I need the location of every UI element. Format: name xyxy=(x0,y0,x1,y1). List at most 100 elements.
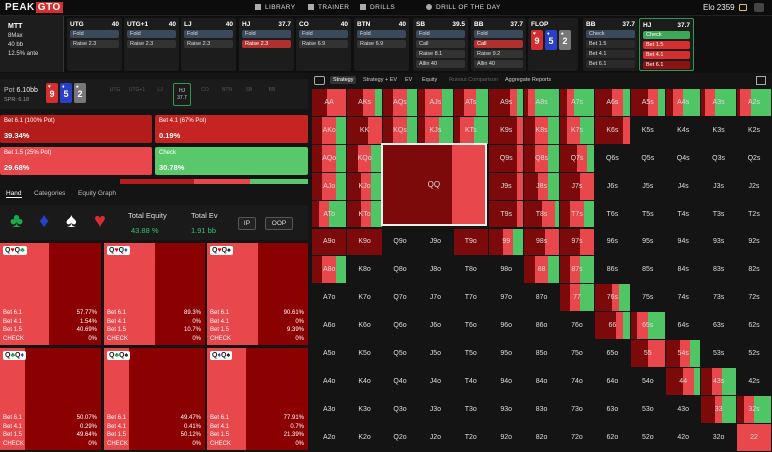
action-option[interactable]: Raise 2.3 xyxy=(242,40,291,48)
action-option[interactable]: Call xyxy=(416,40,465,48)
matrix-cell-q4o[interactable]: Q4o xyxy=(382,368,418,395)
matrix-cell-66[interactable]: 66 xyxy=(595,312,630,340)
matrix-cell-t3o[interactable]: T3o xyxy=(453,395,488,423)
matrix-cell-63o[interactable]: 63o xyxy=(595,395,630,423)
matrix-cell-32s[interactable]: 32s xyxy=(736,395,772,423)
matrix-cell-t4o[interactable]: T4o xyxy=(453,368,488,395)
matrix-cell-a2o[interactable]: A2o xyxy=(312,423,347,451)
matrix-cell-73s[interactable]: 73s xyxy=(701,284,736,312)
matrix-cell-kqo[interactable]: KQo xyxy=(347,144,382,172)
matrix-cell-55[interactable]: 55 xyxy=(630,340,665,367)
tab-ev[interactable]: EV xyxy=(405,77,413,83)
matrix-cell-aks[interactable]: AKs xyxy=(347,89,382,116)
matrix-cell-52o[interactable]: 52o xyxy=(630,423,665,451)
player-tag-sb[interactable]: SB xyxy=(245,87,253,93)
matrix-cell-64s[interactable]: 64s xyxy=(666,312,701,340)
combo-card[interactable]: Q♥Q♣ Bet 6.1 57.77% Bet 4.1 1.54% Bet 1.5 40.6… xyxy=(0,243,101,345)
matrix-cell-a4o[interactable]: A4o xyxy=(312,368,347,395)
action-option[interactable]: Fold xyxy=(474,30,523,38)
matrix-cell-ako[interactable]: AKo xyxy=(312,116,347,144)
matrix-cell-t2s[interactable]: T2s xyxy=(736,200,772,228)
matrix-cell-85s[interactable]: 85s xyxy=(630,256,665,284)
matrix-cell-j9s[interactable]: J9s xyxy=(489,172,524,200)
matrix-cell-73o[interactable]: 73o xyxy=(559,395,595,423)
action-bet-1-5[interactable]: Bet 1.5 (25% Pot) 29.68% xyxy=(0,147,152,175)
matrix-cell-k3s[interactable]: K3s xyxy=(701,116,736,144)
matrix-cell-k9s[interactable]: K9s xyxy=(489,116,524,144)
matrix-cell-82o[interactable]: 82o xyxy=(524,423,559,451)
matrix-cell-ajs[interactable]: AJs xyxy=(418,89,453,116)
matrix-cell-j2s[interactable]: J2s xyxy=(736,172,772,200)
matrix-cell-33[interactable]: 33 xyxy=(701,395,736,423)
action-option[interactable]: Fold xyxy=(357,30,406,38)
matrix-cell-97s[interactable]: 97s xyxy=(559,228,595,256)
matrix-cell-aqo[interactable]: AQo xyxy=(312,144,347,172)
matrix-cell-j6o[interactable]: J6o xyxy=(418,312,453,340)
club-suit-icon[interactable]: ♣ xyxy=(10,210,24,232)
matrix-cell-kqs[interactable]: KQs xyxy=(382,116,418,144)
hj-bet-option[interactable]: Bet 4.1 xyxy=(643,51,690,59)
matrix-cell-76o[interactable]: 76o xyxy=(559,312,595,340)
matrix-cell-q3o[interactable]: Q3o xyxy=(382,395,418,423)
player-tag-hj[interactable]: HJ 37.7 xyxy=(173,83,191,106)
matrix-cell-q6o[interactable]: Q6o xyxy=(382,312,418,340)
tab-strategy-ev[interactable]: Strategy + EV xyxy=(363,77,398,83)
matrix-cell-t9o[interactable]: T9o xyxy=(453,228,488,256)
matrix-cell-t5s[interactable]: T5s xyxy=(630,200,665,228)
matrix-cell-q2o[interactable]: Q2o xyxy=(382,423,418,451)
matrix-cell-a7s[interactable]: A7s xyxy=(559,89,595,116)
matrix-cell-k8s[interactable]: K8s xyxy=(524,116,559,144)
action-check[interactable]: Check 30.78% xyxy=(155,147,308,175)
matrix-cell-q5o[interactable]: Q5o xyxy=(382,340,418,367)
matrix-cell-t6s[interactable]: T6s xyxy=(595,200,630,228)
matrix-cell-22[interactable]: 22 xyxy=(736,423,772,451)
matrix-cell-q9s[interactable]: Q9s xyxy=(489,144,524,172)
matrix-cell-54s[interactable]: 54s xyxy=(666,340,701,367)
matrix-cell-ajo[interactable]: AJo xyxy=(312,172,347,200)
tab-strategy[interactable]: Strategy xyxy=(330,76,357,84)
matrix-cell-74s[interactable]: 74s xyxy=(666,284,701,312)
tab-equity[interactable]: Equity xyxy=(422,77,438,83)
matrix-cell-98o[interactable]: 98o xyxy=(489,256,524,284)
matrix-cell-kto[interactable]: KTo xyxy=(347,200,382,228)
matrix-cell-k7o[interactable]: K7o xyxy=(347,284,382,312)
matrix-cell-k5o[interactable]: K5o xyxy=(347,340,382,367)
player-tag-utg[interactable]: UTG xyxy=(109,87,121,93)
action-option[interactable]: Raise 6.9 xyxy=(357,40,406,48)
oop-button[interactable]: OOP xyxy=(265,217,293,230)
matrix-cell-k7s[interactable]: K7s xyxy=(559,116,595,144)
matrix-cell-j2o[interactable]: J2o xyxy=(418,423,453,451)
matrix-cell-kts[interactable]: KTs xyxy=(453,116,488,144)
matrix-cell-j7o[interactable]: J7o xyxy=(418,284,453,312)
matrix-cell-a6o[interactable]: A6o xyxy=(312,312,347,340)
action-bet-6-1[interactable]: Bet 6.1 (100% Pot) 39.34% xyxy=(0,115,152,143)
matrix-cell-t7s[interactable]: T7s xyxy=(559,200,595,228)
matrix-cell-97o[interactable]: 97o xyxy=(489,284,524,312)
matrix-cell-72o[interactable]: 72o xyxy=(559,423,595,451)
expand-icon[interactable] xyxy=(756,76,766,85)
matrix-cell-a7o[interactable]: A7o xyxy=(312,284,347,312)
tab-equity-graph[interactable]: Equity Graph xyxy=(78,190,116,197)
action-option[interactable]: Allin 40 xyxy=(416,60,465,68)
matrix-cell-j5o[interactable]: J5o xyxy=(418,340,453,367)
matrix-cell-k6o[interactable]: K6o xyxy=(347,312,382,340)
matrix-cell-65s[interactable]: 65s xyxy=(630,312,665,340)
player-tag-bb[interactable]: BB xyxy=(268,87,276,93)
diamond-suit-icon[interactable]: ♦ xyxy=(39,210,50,232)
bb-check-option[interactable]: Check xyxy=(586,30,635,38)
matrix-cell-54o[interactable]: 54o xyxy=(630,368,665,395)
matrix-cell-q6s[interactable]: Q6s xyxy=(595,144,630,172)
ip-button[interactable]: IP xyxy=(238,217,256,230)
matrix-cell-52s[interactable]: 52s xyxy=(736,340,772,367)
matrix-cell-75s[interactable]: 75s xyxy=(630,284,665,312)
matrix-cell-j5s[interactable]: J5s xyxy=(630,172,665,200)
action-option[interactable]: Allin 40 xyxy=(474,60,523,68)
matrix-cell-93s[interactable]: 93s xyxy=(701,228,736,256)
action-bet-4-1[interactable]: Bet 4.1 (67% Pot) 0.19% xyxy=(155,115,308,143)
matrix-cell-k8o[interactable]: K8o xyxy=(347,256,382,284)
tab-hand[interactable]: Hand xyxy=(6,190,22,198)
matrix-cell-62s[interactable]: 62s xyxy=(736,312,772,340)
matrix-cell-k2o[interactable]: K2o xyxy=(347,423,382,451)
matrix-cell-a8o[interactable]: A8o xyxy=(312,256,347,284)
profile-icon[interactable] xyxy=(754,3,764,12)
